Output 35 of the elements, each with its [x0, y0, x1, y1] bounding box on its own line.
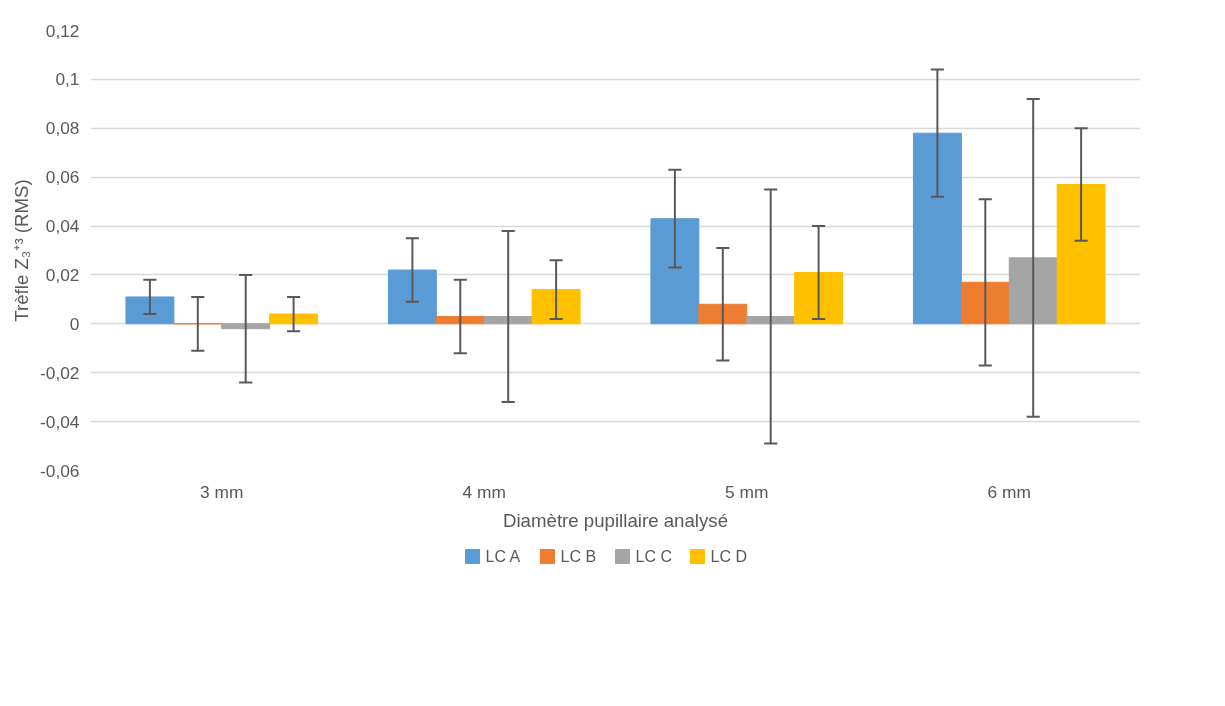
- bar: [698, 303, 748, 325]
- y-tick-label: 0,08: [45, 118, 80, 139]
- bar: [650, 218, 700, 325]
- bar: [483, 316, 533, 325]
- bar: [746, 316, 796, 325]
- x-tick-label: 4 mm: [462, 481, 506, 502]
- bar: [912, 132, 962, 325]
- bar: [960, 281, 1010, 325]
- bar: [435, 316, 485, 325]
- y-tick-label: 0: [69, 313, 80, 334]
- bar: [531, 289, 581, 325]
- x-tick-label: 6 mm: [987, 481, 1031, 502]
- y-tick-label: -0,04: [40, 411, 80, 432]
- y-tick-label: 0,12: [45, 20, 80, 41]
- y-tick-label: 0,04: [45, 216, 80, 237]
- bar: [1056, 184, 1106, 325]
- legend-label: LC C: [635, 548, 672, 565]
- legend-label: LC B: [560, 548, 597, 565]
- bar: [1008, 257, 1058, 325]
- bar: [221, 323, 271, 330]
- x-tick-label: 3 mm: [200, 481, 244, 502]
- bar: [269, 313, 319, 325]
- bar: [794, 272, 844, 325]
- bar: [125, 296, 175, 325]
- y-tick-label: -0,06: [40, 460, 80, 481]
- x-axis-title: Diamètre pupillaire analysé: [502, 509, 729, 531]
- bar: [387, 269, 437, 325]
- legend-label: LC A: [485, 548, 521, 565]
- y-tick-label: 0,1: [55, 69, 80, 90]
- y-tick-label: 0,02: [45, 264, 80, 285]
- legend-label: LC D: [710, 548, 747, 565]
- x-tick-label: 5 mm: [725, 481, 769, 502]
- y-tick-label: 0,06: [45, 167, 80, 188]
- y-tick-label: -0,02: [40, 362, 80, 383]
- y-axis-title: Trèfle Z₃⁺³ (RMS): [11, 179, 32, 322]
